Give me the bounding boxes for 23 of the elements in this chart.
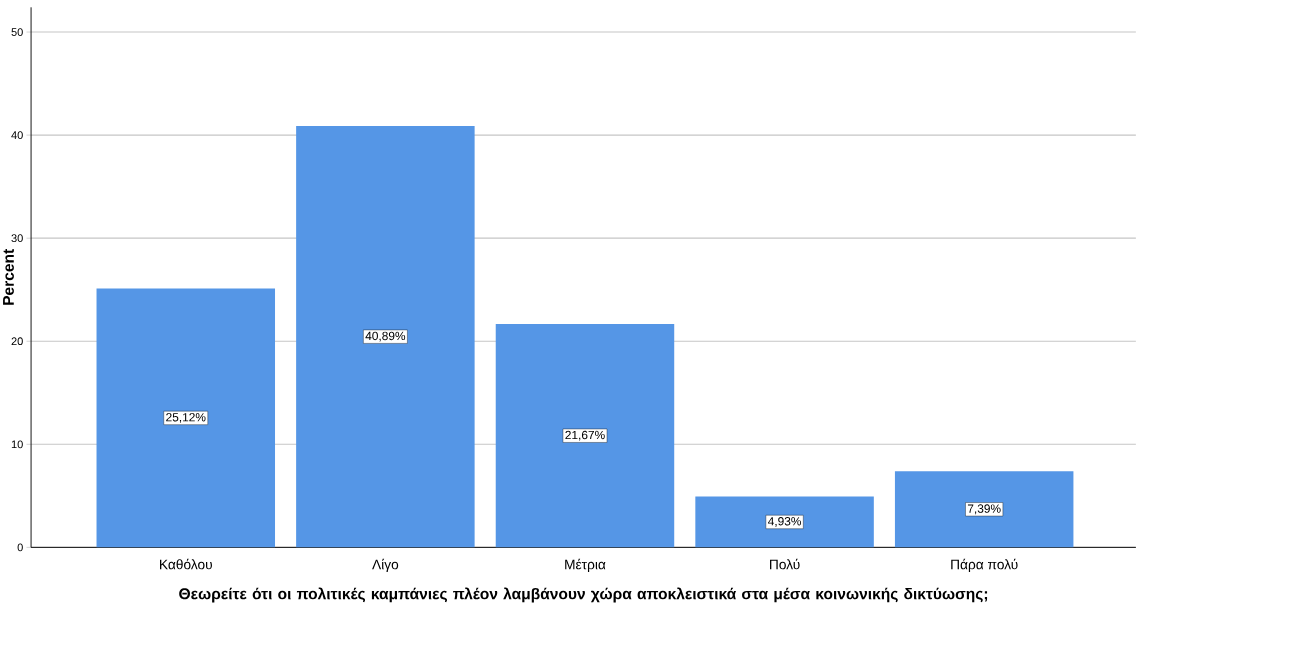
x-tick-label: Λίγο	[372, 559, 399, 573]
y-axis-title: Percent	[3, 249, 14, 306]
x-tick-label: Πάρα πολύ	[951, 559, 1018, 573]
y-tick-label: 30	[11, 234, 23, 243]
data-label: 40,89%	[365, 331, 406, 342]
x-axis-title: Θεωρείτε ότι οι πολιτικές καμπάνιες πλέον λαμβάνουν χώρα αποκλειστικά στα μέσα κοινωνικής δικτύωσης;	[179, 587, 988, 603]
x-tick-label: Μέτρια	[565, 559, 606, 573]
x-tick-label: Καθόλου	[160, 559, 212, 570]
bar	[695, 496, 874, 548]
bar	[894, 471, 1074, 548]
bar	[296, 126, 475, 548]
y-tick-label: 50	[11, 28, 23, 37]
y-tick-label: 20	[11, 337, 23, 346]
data-label: 25,12%	[166, 413, 206, 424]
bar	[495, 324, 675, 548]
y-tick-label: 0	[17, 543, 23, 552]
bar	[96, 288, 276, 548]
x-tick-label: Πολύ	[770, 559, 800, 570]
data-label: 4,93%	[767, 517, 802, 528]
y-tick-label: 10	[11, 440, 23, 449]
y-tick-label: 40	[11, 131, 23, 140]
data-label: 7,39%	[967, 504, 1001, 515]
data-label: 21,67%	[565, 431, 605, 441]
